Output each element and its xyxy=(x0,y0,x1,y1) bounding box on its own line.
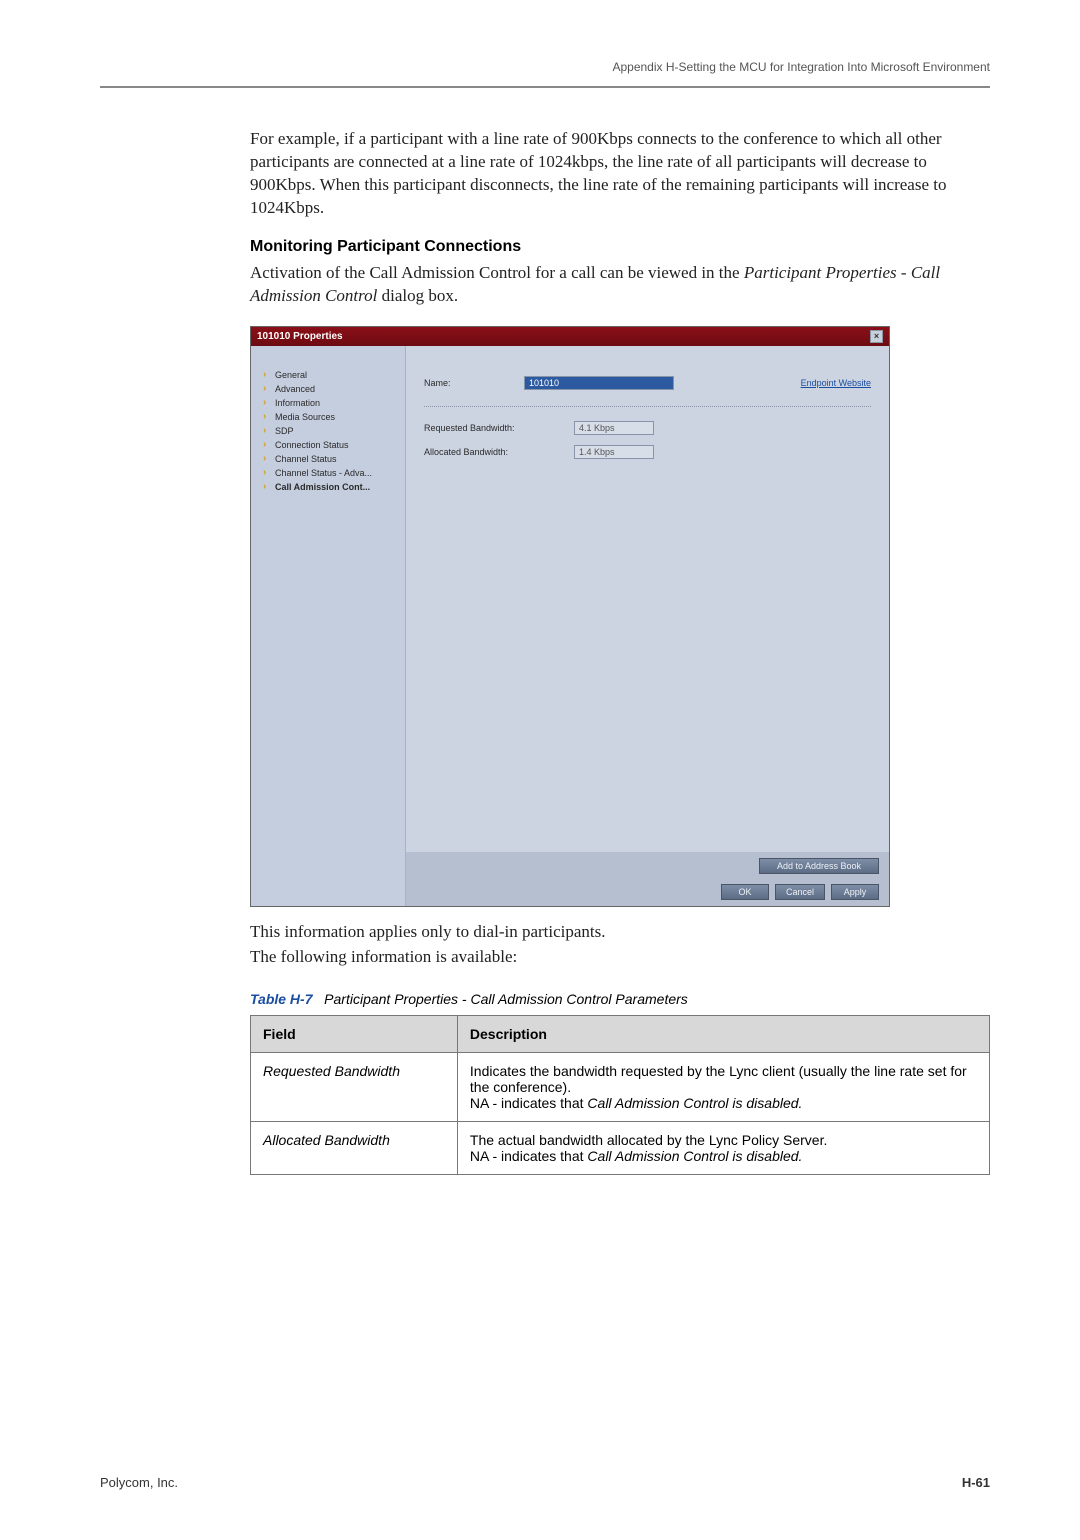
sidebar-item-information[interactable]: Information xyxy=(263,396,401,410)
allocated-bw-field: 1.4 Kbps xyxy=(574,445,654,459)
sidebar-item-channel-status[interactable]: Channel Status xyxy=(263,452,401,466)
dialog-titlebar: 101010 Properties × xyxy=(251,327,889,346)
page-footer: Polycom, Inc. H-61 xyxy=(100,1475,990,1490)
desc-text-b-italic: Call Admission Control is disabled. xyxy=(587,1148,802,1164)
close-icon[interactable]: × xyxy=(870,330,883,343)
para2-text-b: dialog box. xyxy=(377,286,458,305)
paragraph-example: For example, if a participant with a lin… xyxy=(250,128,990,220)
parameters-table: Field Description Requested Bandwidth In… xyxy=(250,1015,990,1175)
para2-text-a: Activation of the Call Admission Control… xyxy=(250,263,744,282)
dialog-main-panel: Name: 101010 Endpoint Website Requested … xyxy=(406,346,889,906)
desc-text-b-prefix: NA - indicates that xyxy=(470,1095,588,1111)
header-divider xyxy=(100,86,990,88)
desc-text-b-prefix: NA - indicates that xyxy=(470,1148,588,1164)
name-field[interactable]: 101010 xyxy=(524,376,674,390)
cell-field: Requested Bandwidth xyxy=(251,1052,458,1121)
dialog-sidebar: General Advanced Information Media Sourc… xyxy=(251,346,406,906)
sidebar-item-media-sources[interactable]: Media Sources xyxy=(263,410,401,424)
dialog-footer: Add to Address Book OK Cancel Apply xyxy=(406,852,889,906)
table-number: Table H-7 xyxy=(250,991,313,1007)
desc-text-a: Indicates the bandwidth requested by the… xyxy=(470,1063,967,1095)
page-number: H-61 xyxy=(962,1475,990,1490)
sidebar-item-call-admission[interactable]: Call Admission Cont... xyxy=(263,480,401,494)
sidebar-item-connection-status[interactable]: Connection Status xyxy=(263,438,401,452)
cell-field: Allocated Bandwidth xyxy=(251,1121,458,1174)
table-caption: Table H-7 Participant Properties - Call … xyxy=(250,991,990,1007)
col-header-field: Field xyxy=(251,1015,458,1052)
sidebar-item-advanced[interactable]: Advanced xyxy=(263,382,401,396)
name-label: Name: xyxy=(424,378,524,388)
table-row: Allocated Bandwidth The actual bandwidth… xyxy=(251,1121,990,1174)
desc-text-b-italic: Call Admission Control is disabled. xyxy=(587,1095,802,1111)
requested-bw-field: 4.1 Kbps xyxy=(574,421,654,435)
sidebar-item-sdp[interactable]: SDP xyxy=(263,424,401,438)
table-title: Participant Properties - Call Admission … xyxy=(324,991,688,1007)
ok-button[interactable]: OK xyxy=(721,884,769,900)
footer-company: Polycom, Inc. xyxy=(100,1475,178,1490)
paragraph-following-info: The following information is available: xyxy=(250,946,990,969)
sidebar-item-channel-status-adv[interactable]: Channel Status - Adva... xyxy=(263,466,401,480)
properties-dialog: 101010 Properties × General Advanced Inf… xyxy=(250,326,890,907)
cell-description: The actual bandwidth allocated by the Ly… xyxy=(457,1121,989,1174)
sidebar-item-general[interactable]: General xyxy=(263,368,401,382)
paragraph-dialin-note: This information applies only to dial-in… xyxy=(250,921,990,944)
endpoint-website-link[interactable]: Endpoint Website xyxy=(801,378,871,388)
requested-bw-label: Requested Bandwidth: xyxy=(424,423,574,433)
dotted-divider xyxy=(424,406,871,407)
paragraph-activation: Activation of the Call Admission Control… xyxy=(250,262,990,308)
apply-button[interactable]: Apply xyxy=(831,884,879,900)
section-heading: Monitoring Participant Connections xyxy=(250,238,990,256)
col-header-description: Description xyxy=(457,1015,989,1052)
add-to-address-book-button[interactable]: Add to Address Book xyxy=(759,858,879,874)
running-header: Appendix H-Setting the MCU for Integrati… xyxy=(100,60,990,74)
dialog-title: 101010 Properties xyxy=(257,331,343,342)
cell-description: Indicates the bandwidth requested by the… xyxy=(457,1052,989,1121)
table-row: Requested Bandwidth Indicates the bandwi… xyxy=(251,1052,990,1121)
cancel-button[interactable]: Cancel xyxy=(775,884,825,900)
allocated-bw-label: Allocated Bandwidth: xyxy=(424,447,574,457)
desc-text-a: The actual bandwidth allocated by the Ly… xyxy=(470,1132,827,1148)
